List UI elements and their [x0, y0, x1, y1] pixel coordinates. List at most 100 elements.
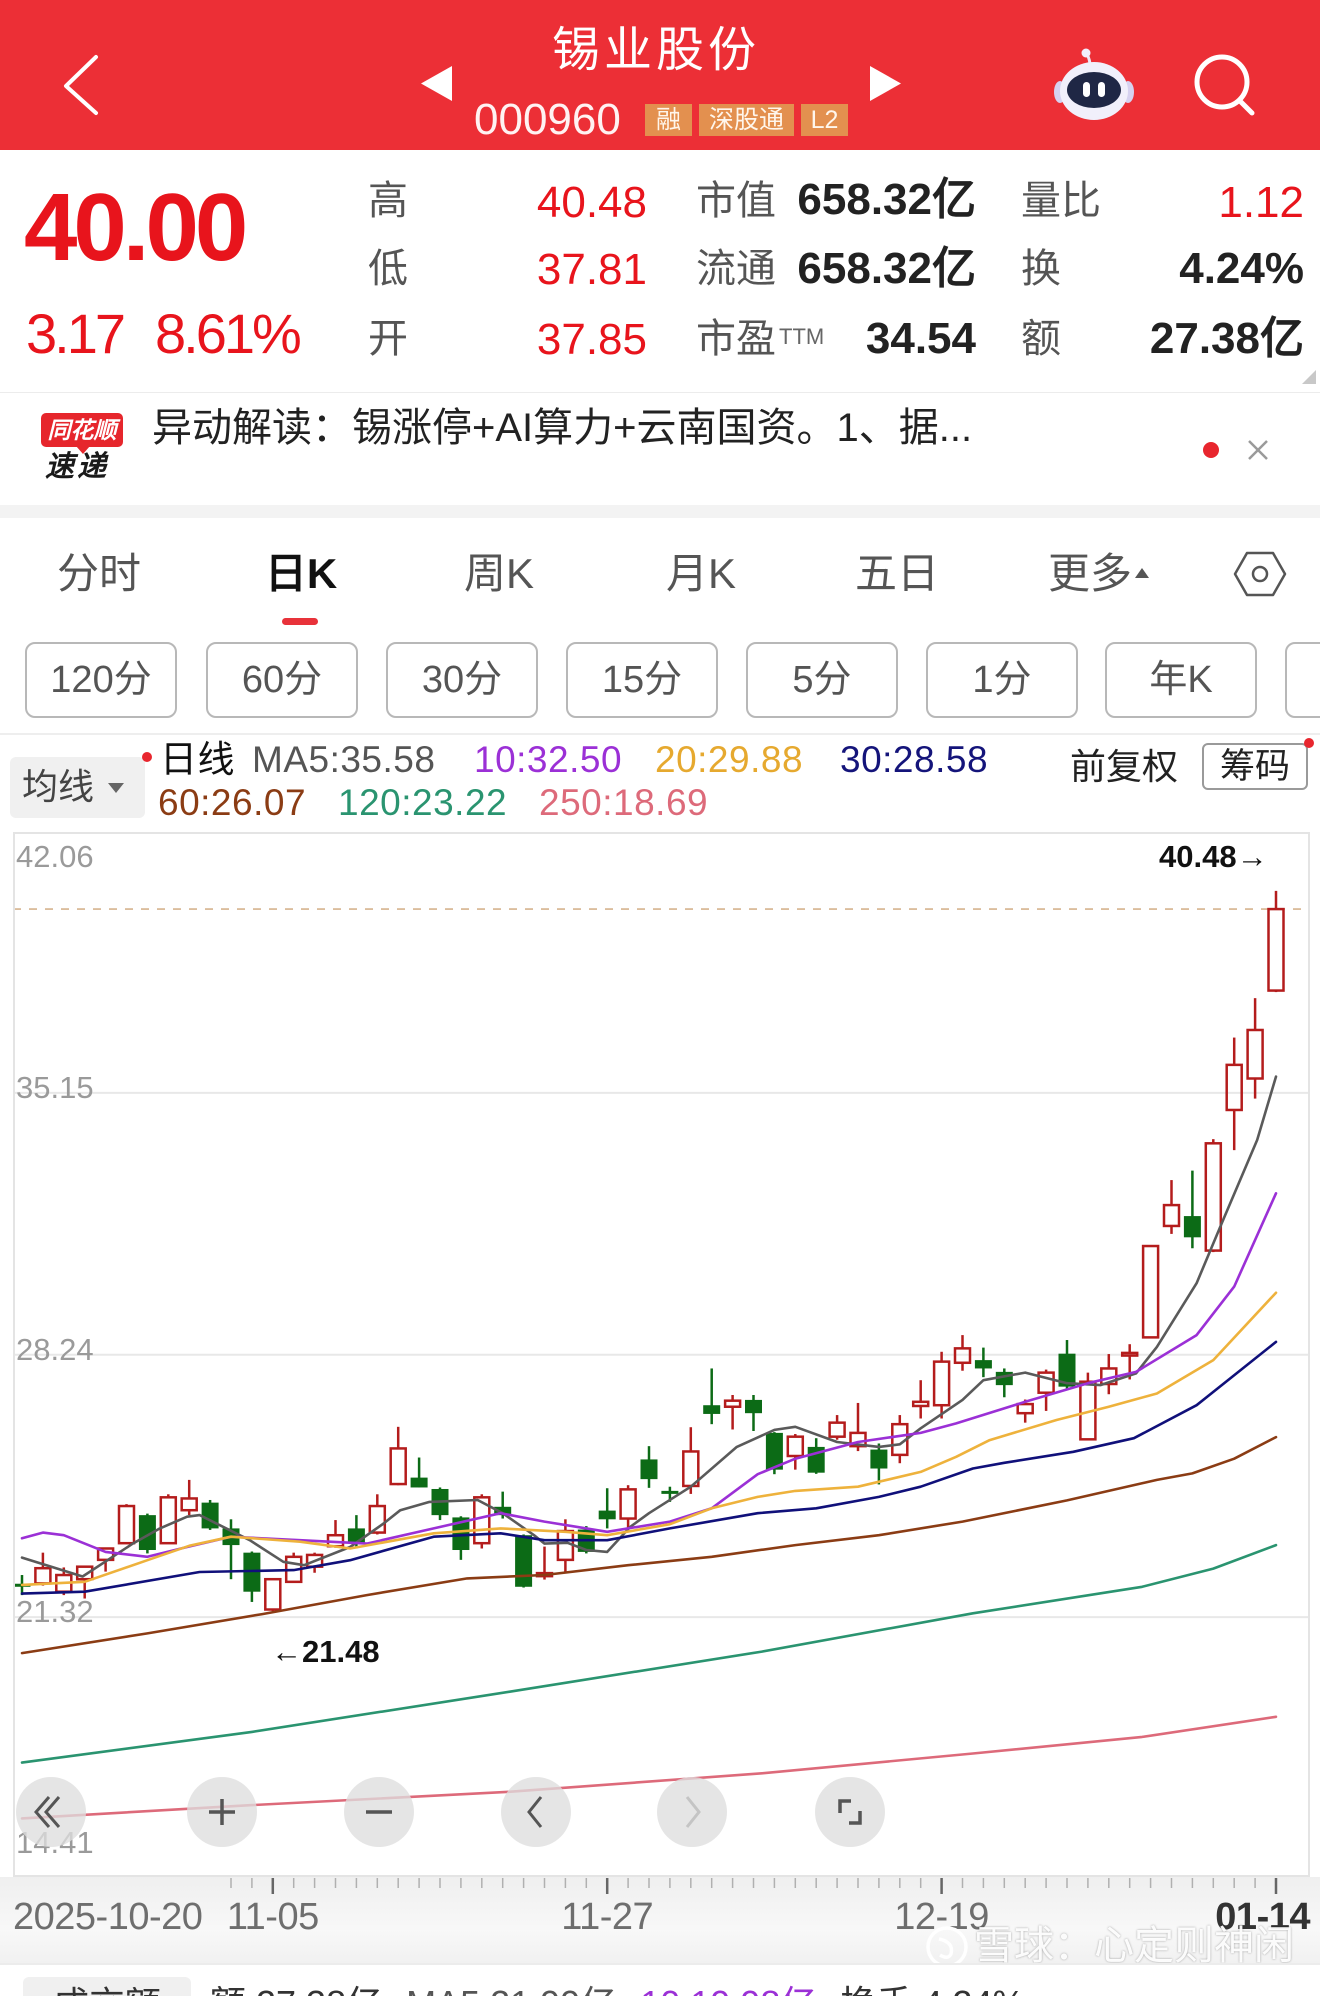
candle-down[interactable] — [598, 1488, 616, 1529]
close-news-button[interactable] — [1244, 436, 1272, 464]
period-120min-button[interactable]: 120分 — [25, 642, 177, 718]
candle-up[interactable] — [786, 1434, 805, 1470]
y-axis-label: 42.06 — [16, 839, 94, 874]
scroll-to-start-button[interactable] — [16, 1777, 86, 1847]
turnover-label: 换 — [1021, 247, 1061, 291]
tab-more[interactable]: 更多 — [1048, 549, 1132, 599]
candle-up[interactable] — [159, 1494, 178, 1545]
price-adjust-toggle[interactable]: 前复权 — [1070, 746, 1179, 787]
tab-monthly-k[interactable]: 月K — [665, 550, 737, 597]
candle-up[interactable] — [911, 1380, 930, 1419]
candle-up[interactable] — [1204, 1139, 1223, 1253]
candle-up[interactable] — [932, 1351, 951, 1419]
stock-name: 锡业股份 — [551, 24, 760, 77]
fullscreen-button[interactable] — [815, 1777, 885, 1847]
candle-up[interactable] — [1225, 1037, 1243, 1151]
zoom-out-button[interactable] — [344, 1777, 414, 1847]
candle-down[interactable] — [974, 1347, 992, 1378]
chip-distribution-button[interactable]: 筹码 — [1202, 743, 1308, 790]
candle-up[interactable] — [953, 1335, 972, 1371]
candle-down[interactable] — [410, 1457, 428, 1488]
time-axis: 2025-10-20 11-05 11-27 12-19 01-14 — [0, 1877, 1320, 1963]
ma-period-label: 日线 — [160, 739, 235, 780]
candle-down[interactable] — [703, 1368, 721, 1425]
low-label: 低 — [368, 247, 408, 291]
candle-up[interactable] — [1100, 1354, 1118, 1395]
unread-dot-icon — [1203, 442, 1219, 458]
news-ticker[interactable] — [0, 392, 1320, 505]
scroll-left-button[interactable] — [501, 1777, 571, 1847]
candle-down[interactable] — [1183, 1170, 1201, 1249]
tab-intraday[interactable]: 分时 — [56, 550, 142, 597]
float-cap-label: 流通 — [696, 247, 776, 291]
candle-up[interactable] — [1246, 998, 1264, 1099]
expand-quote-corner[interactable] — [1298, 366, 1318, 386]
candle-up[interactable] — [849, 1402, 867, 1452]
tab-five-day[interactable]: 五日 — [854, 550, 940, 597]
candle-up[interactable] — [1141, 1244, 1160, 1339]
candle-up[interactable] — [180, 1479, 198, 1516]
candle-up[interactable] — [34, 1552, 52, 1586]
kline-plot[interactable] — [13, 832, 1310, 1877]
next-stock-button[interactable] — [868, 64, 904, 104]
period-15min-button[interactable]: 15分 — [566, 642, 718, 718]
y-axis-label: 28.24 — [16, 1331, 94, 1367]
scroll-right-button[interactable] — [657, 1777, 727, 1847]
caret-up-icon — [1135, 568, 1149, 578]
candle-up[interactable] — [117, 1504, 136, 1545]
zoom-in-button[interactable] — [187, 1777, 257, 1847]
news-headline[interactable]: 异动解读：锡涨停+AI算力+云南国资。1、据... — [152, 406, 973, 450]
indicator-selector[interactable]: 均线 — [10, 757, 145, 818]
period-30min-button[interactable]: 30分 — [386, 642, 538, 718]
candle-up[interactable] — [389, 1426, 407, 1486]
minus-icon — [366, 1810, 392, 1814]
candle-down[interactable] — [745, 1394, 762, 1431]
candle-down[interactable] — [138, 1513, 156, 1554]
indicator-panel-selector[interactable]: 成交额 — [23, 1977, 191, 1996]
period-yearly-k-button[interactable]: 年K — [1105, 642, 1257, 718]
tab-weekly-k[interactable]: 周K — [463, 550, 535, 597]
candle-up[interactable] — [284, 1552, 303, 1584]
candle-up[interactable] — [723, 1394, 742, 1430]
caret-down-icon — [108, 783, 124, 793]
candle-up[interactable] — [682, 1427, 700, 1494]
period-overflow-button[interactable] — [1285, 642, 1320, 718]
period-1min-button[interactable]: 1分 — [926, 642, 1078, 718]
chart-settings-button[interactable] — [1232, 549, 1288, 599]
candle-up[interactable] — [264, 1577, 282, 1612]
period-high-label: 40.48→ — [1159, 839, 1268, 874]
divider — [0, 733, 1320, 735]
back-button[interactable] — [50, 46, 120, 126]
candle-up[interactable] — [368, 1494, 387, 1535]
candle-up[interactable] — [1162, 1180, 1181, 1234]
candle-down[interactable] — [243, 1551, 261, 1602]
logo-bubble-tail — [76, 446, 90, 454]
candle-down[interactable] — [995, 1368, 1013, 1398]
candle-up[interactable] — [1267, 890, 1285, 993]
candle-up[interactable] — [619, 1485, 637, 1528]
candle-down[interactable] — [201, 1499, 219, 1530]
candle-down[interactable] — [870, 1443, 888, 1485]
ma20-value: 20:29.88 — [655, 739, 804, 780]
ai-assistant-button[interactable] — [1052, 46, 1136, 122]
x-axis-date-label: 11-27 — [561, 1896, 654, 1938]
tab-daily-k[interactable]: 日K — [264, 550, 338, 597]
candle-down[interactable] — [515, 1534, 533, 1588]
candle-up[interactable] — [326, 1520, 345, 1548]
candle-up[interactable] — [828, 1415, 846, 1440]
candle-down[interactable] — [640, 1446, 658, 1488]
candle-down[interactable] — [1058, 1340, 1076, 1389]
ma120-value: 120:23.22 — [338, 782, 508, 823]
period-5min-button[interactable]: 5分 — [746, 642, 898, 718]
notification-dot-icon — [142, 752, 152, 762]
ma10-value: 10:32.50 — [474, 739, 623, 780]
search-button[interactable] — [1190, 50, 1260, 120]
corner-triangle-icon — [1302, 370, 1316, 384]
period-60min-button[interactable]: 60分 — [206, 642, 358, 718]
candle-down[interactable] — [431, 1487, 449, 1521]
triangle-left-icon — [421, 66, 452, 101]
previous-stock-button[interactable] — [418, 64, 454, 104]
volume-ratio-label: 量比 — [1021, 179, 1101, 223]
tab-more-label: 更多 — [1047, 550, 1133, 597]
